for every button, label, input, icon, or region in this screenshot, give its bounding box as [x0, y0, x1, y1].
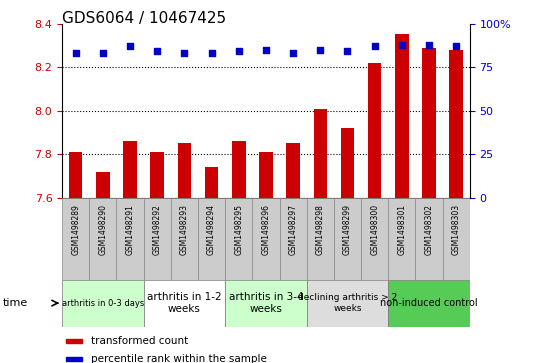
Bar: [422, 48, 436, 198]
Text: GSM1498294: GSM1498294: [207, 204, 216, 255]
Bar: [286, 143, 300, 198]
Point: [71, 50, 80, 56]
Text: GSM1498290: GSM1498290: [98, 204, 107, 255]
Bar: [205, 167, 218, 198]
Text: time: time: [3, 298, 28, 308]
Point: [316, 47, 325, 53]
Text: GSM1498296: GSM1498296: [261, 204, 271, 255]
Text: GSM1498301: GSM1498301: [397, 204, 406, 255]
Bar: [334, 198, 361, 280]
Point: [261, 47, 270, 53]
Bar: [388, 280, 470, 327]
Bar: [388, 198, 415, 280]
Point: [370, 43, 379, 49]
Text: arthritis in 1-2
weeks: arthritis in 1-2 weeks: [147, 292, 222, 314]
Text: non-induced control: non-induced control: [380, 298, 478, 308]
Bar: [89, 198, 117, 280]
Text: arthritis in 0-3 days: arthritis in 0-3 days: [62, 299, 144, 307]
Text: GSM1498298: GSM1498298: [316, 204, 325, 255]
Bar: [66, 339, 83, 343]
Bar: [341, 128, 354, 198]
Point: [424, 42, 433, 48]
Bar: [415, 198, 443, 280]
Text: GSM1498300: GSM1498300: [370, 204, 379, 256]
Bar: [96, 172, 110, 198]
Text: GSM1498299: GSM1498299: [343, 204, 352, 255]
Bar: [151, 152, 164, 198]
Bar: [69, 152, 83, 198]
Point: [343, 49, 352, 54]
Point: [126, 43, 134, 49]
Point: [180, 50, 189, 56]
Text: transformed count: transformed count: [91, 336, 188, 346]
Bar: [395, 34, 409, 198]
Bar: [252, 198, 280, 280]
Text: declining arthritis > 2
weeks: declining arthritis > 2 weeks: [298, 293, 397, 313]
Bar: [66, 357, 83, 361]
Text: GSM1498302: GSM1498302: [424, 204, 434, 255]
Bar: [361, 198, 388, 280]
Bar: [178, 143, 191, 198]
Bar: [368, 63, 381, 198]
Text: GSM1498293: GSM1498293: [180, 204, 189, 255]
Text: GSM1498291: GSM1498291: [126, 204, 134, 255]
Bar: [117, 198, 144, 280]
Point: [452, 43, 461, 49]
Text: GSM1498295: GSM1498295: [234, 204, 243, 255]
Text: GSM1498303: GSM1498303: [451, 204, 461, 256]
Text: percentile rank within the sample: percentile rank within the sample: [91, 354, 267, 363]
Point: [207, 50, 216, 56]
Bar: [307, 198, 334, 280]
Text: GSM1498297: GSM1498297: [288, 204, 298, 255]
Bar: [449, 50, 463, 198]
Bar: [443, 198, 470, 280]
Bar: [314, 109, 327, 198]
Bar: [62, 280, 144, 327]
Bar: [62, 198, 89, 280]
Bar: [280, 198, 307, 280]
Text: GDS6064 / 10467425: GDS6064 / 10467425: [62, 11, 226, 26]
Text: arthritis in 3-4
weeks: arthritis in 3-4 weeks: [228, 292, 303, 314]
Point: [289, 50, 298, 56]
Text: GSM1498292: GSM1498292: [153, 204, 162, 255]
Bar: [307, 280, 388, 327]
Point: [153, 49, 161, 54]
Bar: [198, 198, 225, 280]
Bar: [123, 141, 137, 198]
Bar: [171, 198, 198, 280]
Bar: [144, 198, 171, 280]
Point: [397, 42, 406, 48]
Bar: [232, 141, 246, 198]
Bar: [225, 280, 307, 327]
Point: [98, 50, 107, 56]
Bar: [225, 198, 252, 280]
Bar: [259, 152, 273, 198]
Bar: [144, 280, 225, 327]
Text: GSM1498289: GSM1498289: [71, 204, 80, 255]
Point: [234, 49, 243, 54]
